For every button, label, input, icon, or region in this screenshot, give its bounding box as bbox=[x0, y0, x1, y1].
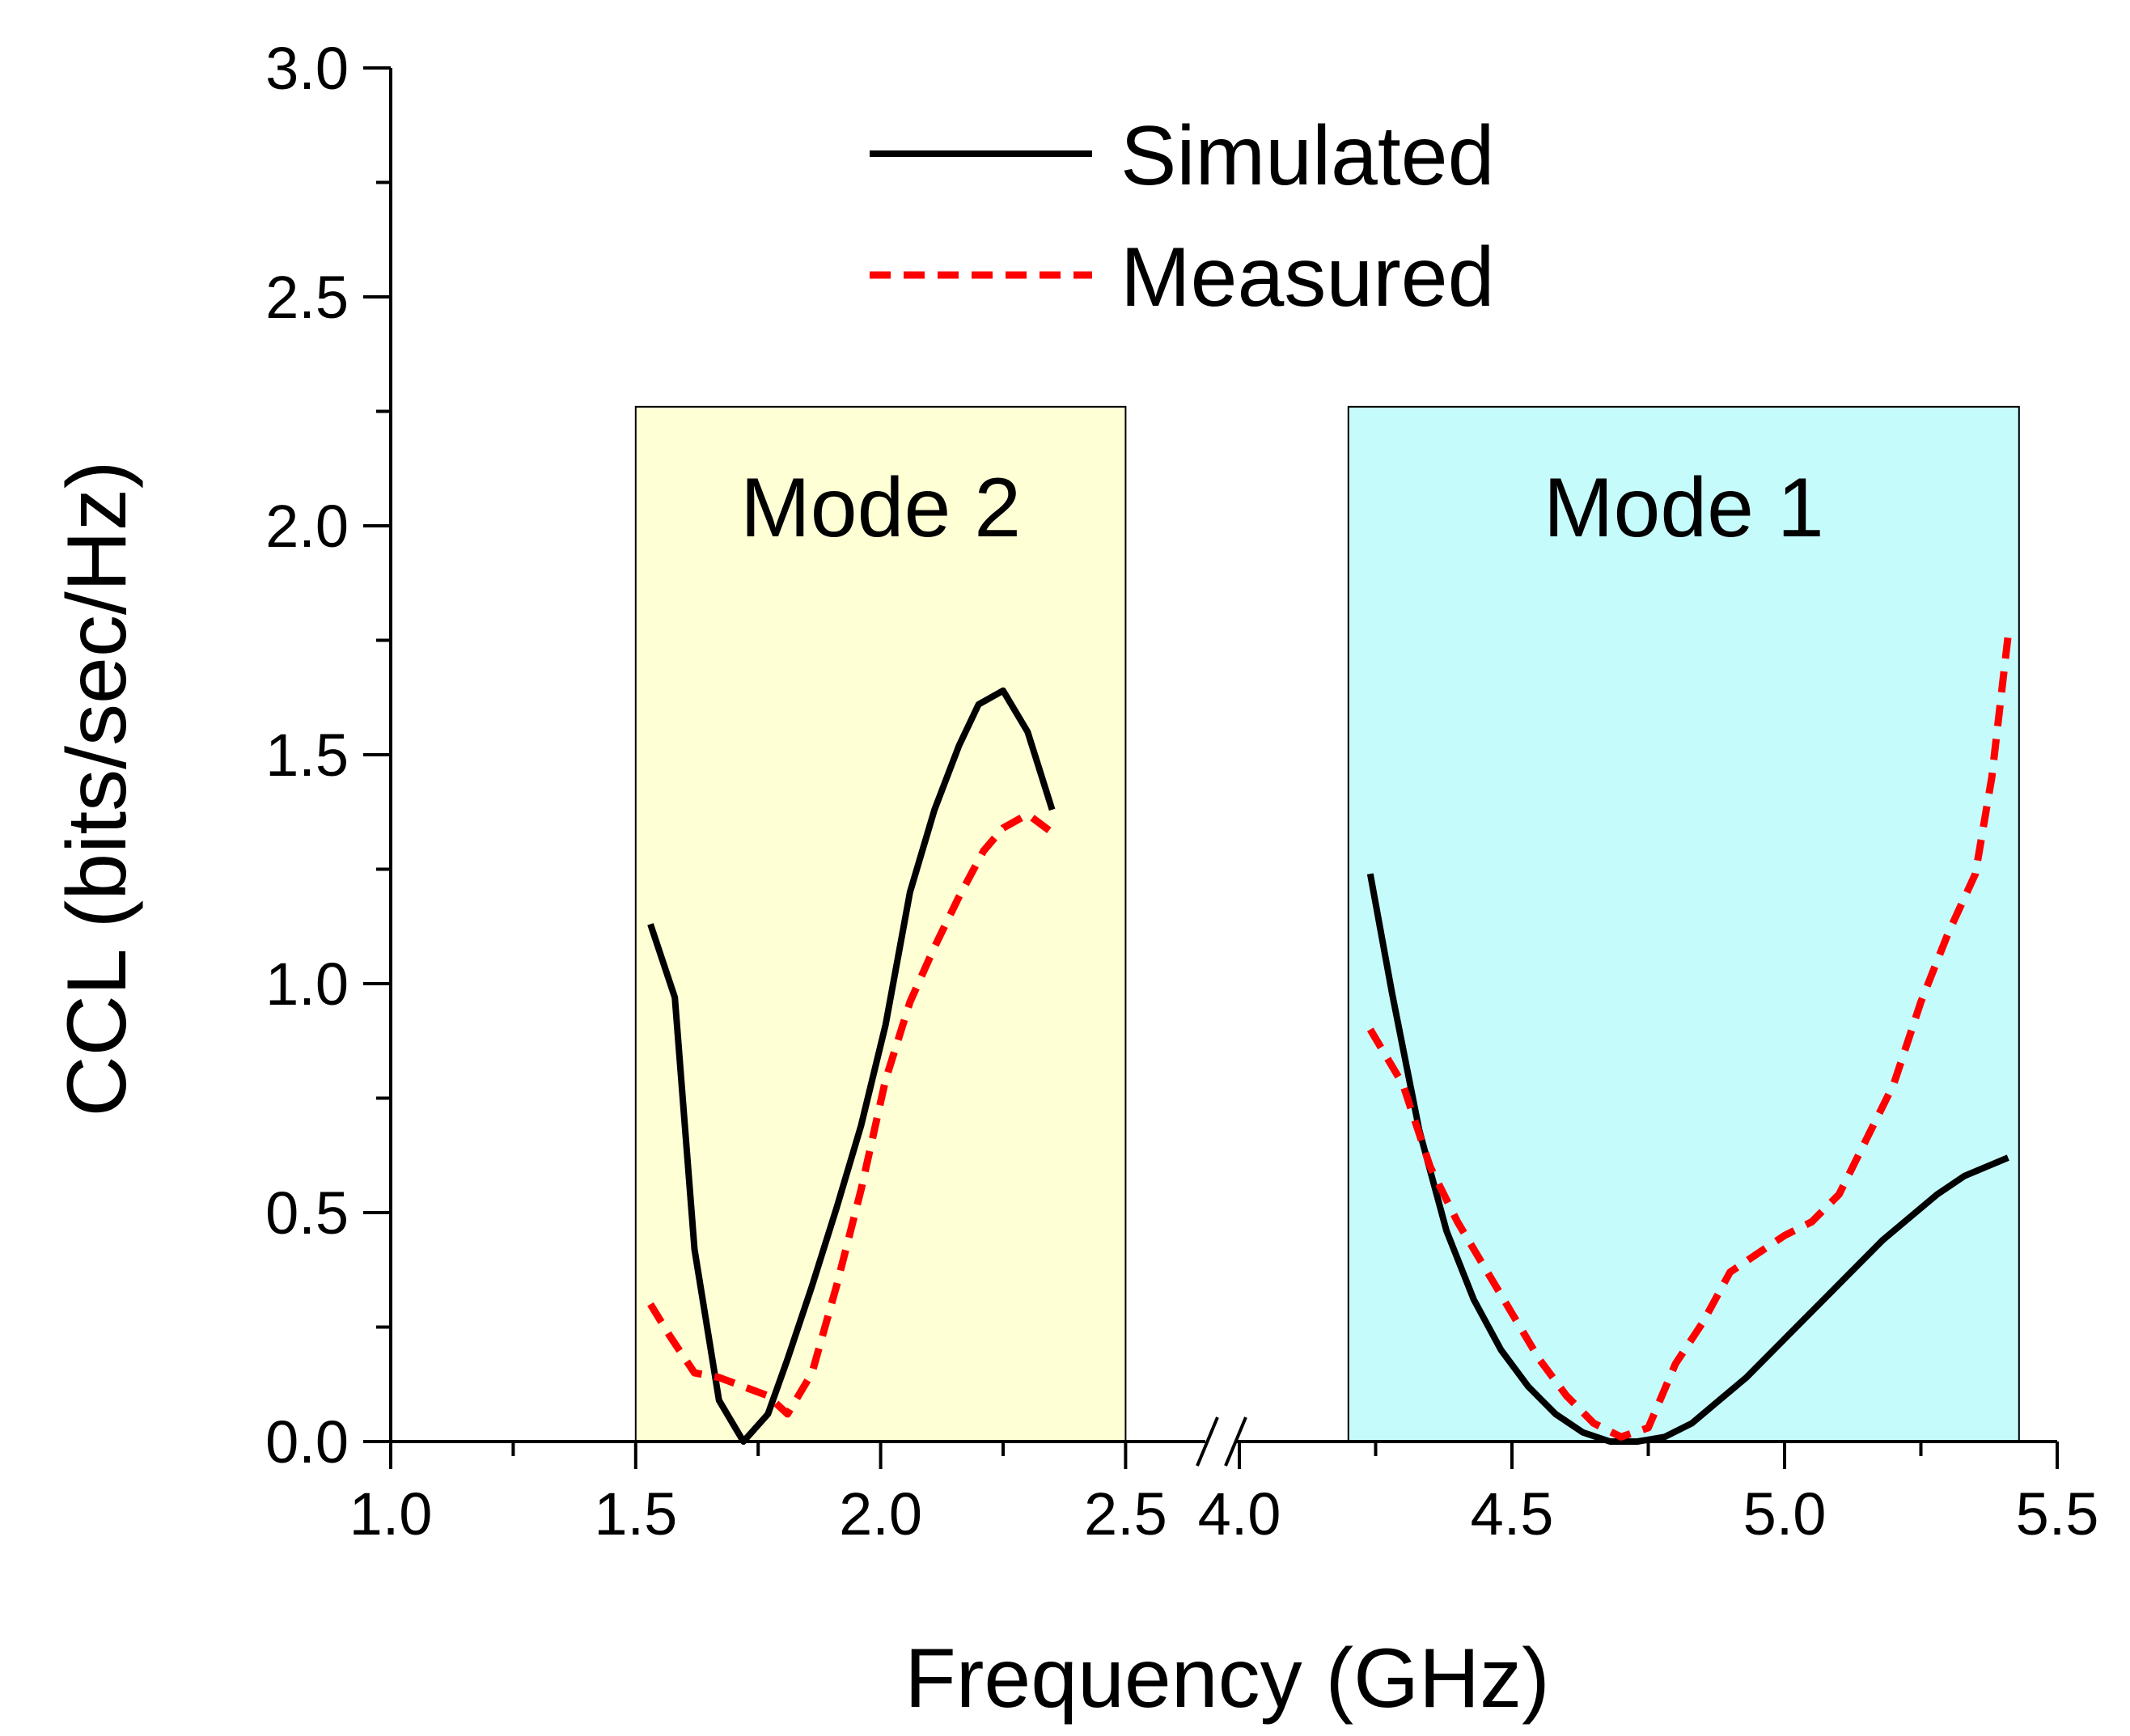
y-tick-label: 3.0 bbox=[265, 35, 349, 102]
series-line-simulated-mode1 bbox=[1366, 873, 2009, 1445]
band-label: Mode 1 bbox=[1544, 461, 1824, 555]
band-label: Mode 2 bbox=[740, 461, 1021, 555]
band-1 bbox=[634, 405, 1127, 1443]
y-tick-label: 1.5 bbox=[265, 722, 349, 789]
x-tick-label: 5.0 bbox=[1743, 1480, 1827, 1548]
x-tick-label: 4.0 bbox=[1198, 1480, 1281, 1548]
x-axis-title: Frequency (GHz) bbox=[904, 1632, 1550, 1725]
series bbox=[647, 635, 2012, 1445]
x-tick-label: 2.5 bbox=[1084, 1480, 1167, 1548]
legend-label-simulated: Simulated bbox=[1120, 109, 1494, 203]
y-tick-label: 2.0 bbox=[265, 493, 349, 560]
y-tick-label: 0.5 bbox=[265, 1179, 349, 1247]
x-tick-label: 4.5 bbox=[1471, 1480, 1554, 1548]
x-tick-label: 2.0 bbox=[839, 1480, 922, 1548]
series-line-measured-mode2 bbox=[647, 811, 1055, 1418]
shaded-bands: Mode 2 Mode 1 bbox=[634, 405, 2020, 1443]
legend-label-measured: Measured bbox=[1120, 231, 1494, 324]
y-axis-title: CCL (bits/sec/Hz) bbox=[50, 461, 144, 1117]
series-line-measured-mode1 bbox=[1366, 635, 2012, 1441]
axis-break-mark bbox=[1196, 1416, 1219, 1467]
x-tick-label: 5.5 bbox=[2016, 1480, 2099, 1548]
axes: 0.0 0.5 1.0 1.5 2.0 2.5 3.0 1.0 1.5 2.0 2.5 4.0 4.5 5… bbox=[265, 35, 2098, 1548]
band-2 bbox=[1347, 405, 2020, 1443]
x-tick-label: 1.0 bbox=[349, 1480, 433, 1548]
y-tick-label: 0.0 bbox=[265, 1408, 349, 1476]
y-tick-label: 2.5 bbox=[265, 264, 349, 331]
axis-break-mark bbox=[1224, 1416, 1247, 1467]
y-tick-label: 1.0 bbox=[265, 951, 349, 1018]
x-tick-label: 1.5 bbox=[594, 1480, 677, 1548]
legend: Simulated Measured bbox=[870, 109, 1494, 324]
